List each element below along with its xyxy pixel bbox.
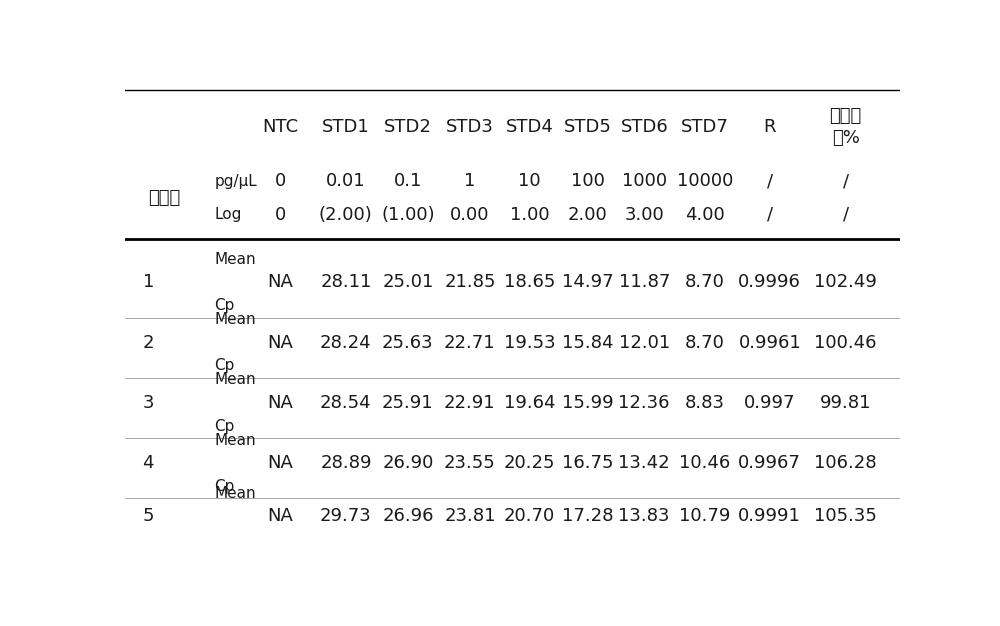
Text: Cp: Cp bbox=[214, 358, 234, 373]
Text: 13.83: 13.83 bbox=[618, 507, 670, 525]
Text: 8.83: 8.83 bbox=[685, 394, 725, 412]
Text: 22.91: 22.91 bbox=[444, 394, 496, 412]
Text: 5: 5 bbox=[143, 507, 154, 525]
Text: 28.89: 28.89 bbox=[320, 454, 372, 472]
Text: 8.70: 8.70 bbox=[685, 334, 725, 352]
Text: Mean: Mean bbox=[214, 486, 256, 501]
Text: R: R bbox=[764, 118, 776, 136]
Text: Mean: Mean bbox=[214, 312, 256, 327]
Text: STD4: STD4 bbox=[506, 118, 553, 136]
Text: Mean: Mean bbox=[214, 372, 256, 387]
Text: NA: NA bbox=[267, 274, 293, 291]
Text: 12.36: 12.36 bbox=[618, 394, 670, 412]
Text: 0.01: 0.01 bbox=[326, 172, 366, 190]
Text: 0.9961: 0.9961 bbox=[738, 334, 801, 352]
Text: 0.997: 0.997 bbox=[744, 394, 796, 412]
Text: 17.28: 17.28 bbox=[562, 507, 613, 525]
Text: 率%: 率% bbox=[832, 129, 860, 146]
Text: 28.24: 28.24 bbox=[320, 334, 372, 352]
Text: 28.54: 28.54 bbox=[320, 394, 372, 412]
Text: Log: Log bbox=[214, 207, 242, 222]
Text: NA: NA bbox=[267, 334, 293, 352]
Text: NA: NA bbox=[267, 454, 293, 472]
Text: 0.9991: 0.9991 bbox=[738, 507, 801, 525]
Text: 26.90: 26.90 bbox=[382, 454, 434, 472]
Text: 11.87: 11.87 bbox=[619, 274, 670, 291]
Text: 19.53: 19.53 bbox=[504, 334, 555, 352]
Text: 10: 10 bbox=[518, 172, 541, 190]
Text: Mean: Mean bbox=[214, 252, 256, 267]
Text: 4: 4 bbox=[143, 454, 154, 472]
Text: 100.46: 100.46 bbox=[814, 334, 877, 352]
Text: Cp: Cp bbox=[214, 298, 234, 313]
Text: 3.00: 3.00 bbox=[624, 206, 664, 224]
Text: Cp: Cp bbox=[214, 479, 234, 494]
Text: STD5: STD5 bbox=[564, 118, 612, 136]
Text: 20.70: 20.70 bbox=[504, 507, 555, 525]
Text: 20.25: 20.25 bbox=[504, 454, 555, 472]
Text: Cp: Cp bbox=[214, 419, 234, 434]
Text: 扩增效: 扩增效 bbox=[830, 107, 862, 125]
Text: 105.35: 105.35 bbox=[814, 507, 877, 525]
Text: (1.00): (1.00) bbox=[381, 206, 435, 224]
Text: /: / bbox=[767, 172, 773, 190]
Text: 25.91: 25.91 bbox=[382, 394, 434, 412]
Text: 21.85: 21.85 bbox=[444, 274, 496, 291]
Text: /: / bbox=[843, 172, 849, 190]
Text: STD6: STD6 bbox=[620, 118, 668, 136]
Text: pg/μL: pg/μL bbox=[214, 173, 257, 188]
Text: 19.64: 19.64 bbox=[504, 394, 555, 412]
Text: 102.49: 102.49 bbox=[814, 274, 877, 291]
Text: 14.97: 14.97 bbox=[562, 274, 613, 291]
Text: 1: 1 bbox=[464, 172, 476, 190]
Text: 0.00: 0.00 bbox=[450, 206, 490, 224]
Text: 4.00: 4.00 bbox=[685, 206, 725, 224]
Text: 26.96: 26.96 bbox=[382, 507, 434, 525]
Text: 1: 1 bbox=[143, 274, 154, 291]
Text: 23.55: 23.55 bbox=[444, 454, 496, 472]
Text: NA: NA bbox=[267, 507, 293, 525]
Text: 29.73: 29.73 bbox=[320, 507, 372, 525]
Text: 0.9996: 0.9996 bbox=[738, 274, 801, 291]
Text: 18.65: 18.65 bbox=[504, 274, 555, 291]
Text: 25.63: 25.63 bbox=[382, 334, 434, 352]
Text: 100: 100 bbox=[571, 172, 605, 190]
Text: 13.42: 13.42 bbox=[618, 454, 670, 472]
Text: 28.11: 28.11 bbox=[320, 274, 372, 291]
Text: 1000: 1000 bbox=[622, 172, 667, 190]
Text: 8.70: 8.70 bbox=[685, 274, 725, 291]
Text: /: / bbox=[767, 206, 773, 224]
Text: 25.01: 25.01 bbox=[382, 274, 434, 291]
Text: 0.9967: 0.9967 bbox=[738, 454, 801, 472]
Text: 99.81: 99.81 bbox=[820, 394, 872, 412]
Text: 0.1: 0.1 bbox=[394, 172, 422, 190]
Text: STD7: STD7 bbox=[681, 118, 729, 136]
Text: 10.79: 10.79 bbox=[679, 507, 730, 525]
Text: (2.00): (2.00) bbox=[319, 206, 373, 224]
Text: NTC: NTC bbox=[262, 118, 298, 136]
Text: 12.01: 12.01 bbox=[619, 334, 670, 352]
Text: Mean: Mean bbox=[214, 433, 256, 448]
Text: STD1: STD1 bbox=[322, 118, 370, 136]
Text: 2: 2 bbox=[143, 334, 154, 352]
Text: 3: 3 bbox=[143, 394, 154, 412]
Text: 15.84: 15.84 bbox=[562, 334, 613, 352]
Text: 0: 0 bbox=[274, 172, 286, 190]
Text: /: / bbox=[843, 206, 849, 224]
Text: 0: 0 bbox=[274, 206, 286, 224]
Text: 10000: 10000 bbox=[677, 172, 733, 190]
Text: 22.71: 22.71 bbox=[444, 334, 496, 352]
Text: NA: NA bbox=[267, 394, 293, 412]
Text: STD2: STD2 bbox=[384, 118, 432, 136]
Text: 23.81: 23.81 bbox=[444, 507, 496, 525]
Text: 16.75: 16.75 bbox=[562, 454, 613, 472]
Text: 106.28: 106.28 bbox=[814, 454, 877, 472]
Text: 2.00: 2.00 bbox=[568, 206, 608, 224]
Text: 分析批: 分析批 bbox=[148, 189, 180, 207]
Text: 10.46: 10.46 bbox=[679, 454, 730, 472]
Text: 15.99: 15.99 bbox=[562, 394, 613, 412]
Text: STD3: STD3 bbox=[446, 118, 494, 136]
Text: 1.00: 1.00 bbox=[510, 206, 549, 224]
